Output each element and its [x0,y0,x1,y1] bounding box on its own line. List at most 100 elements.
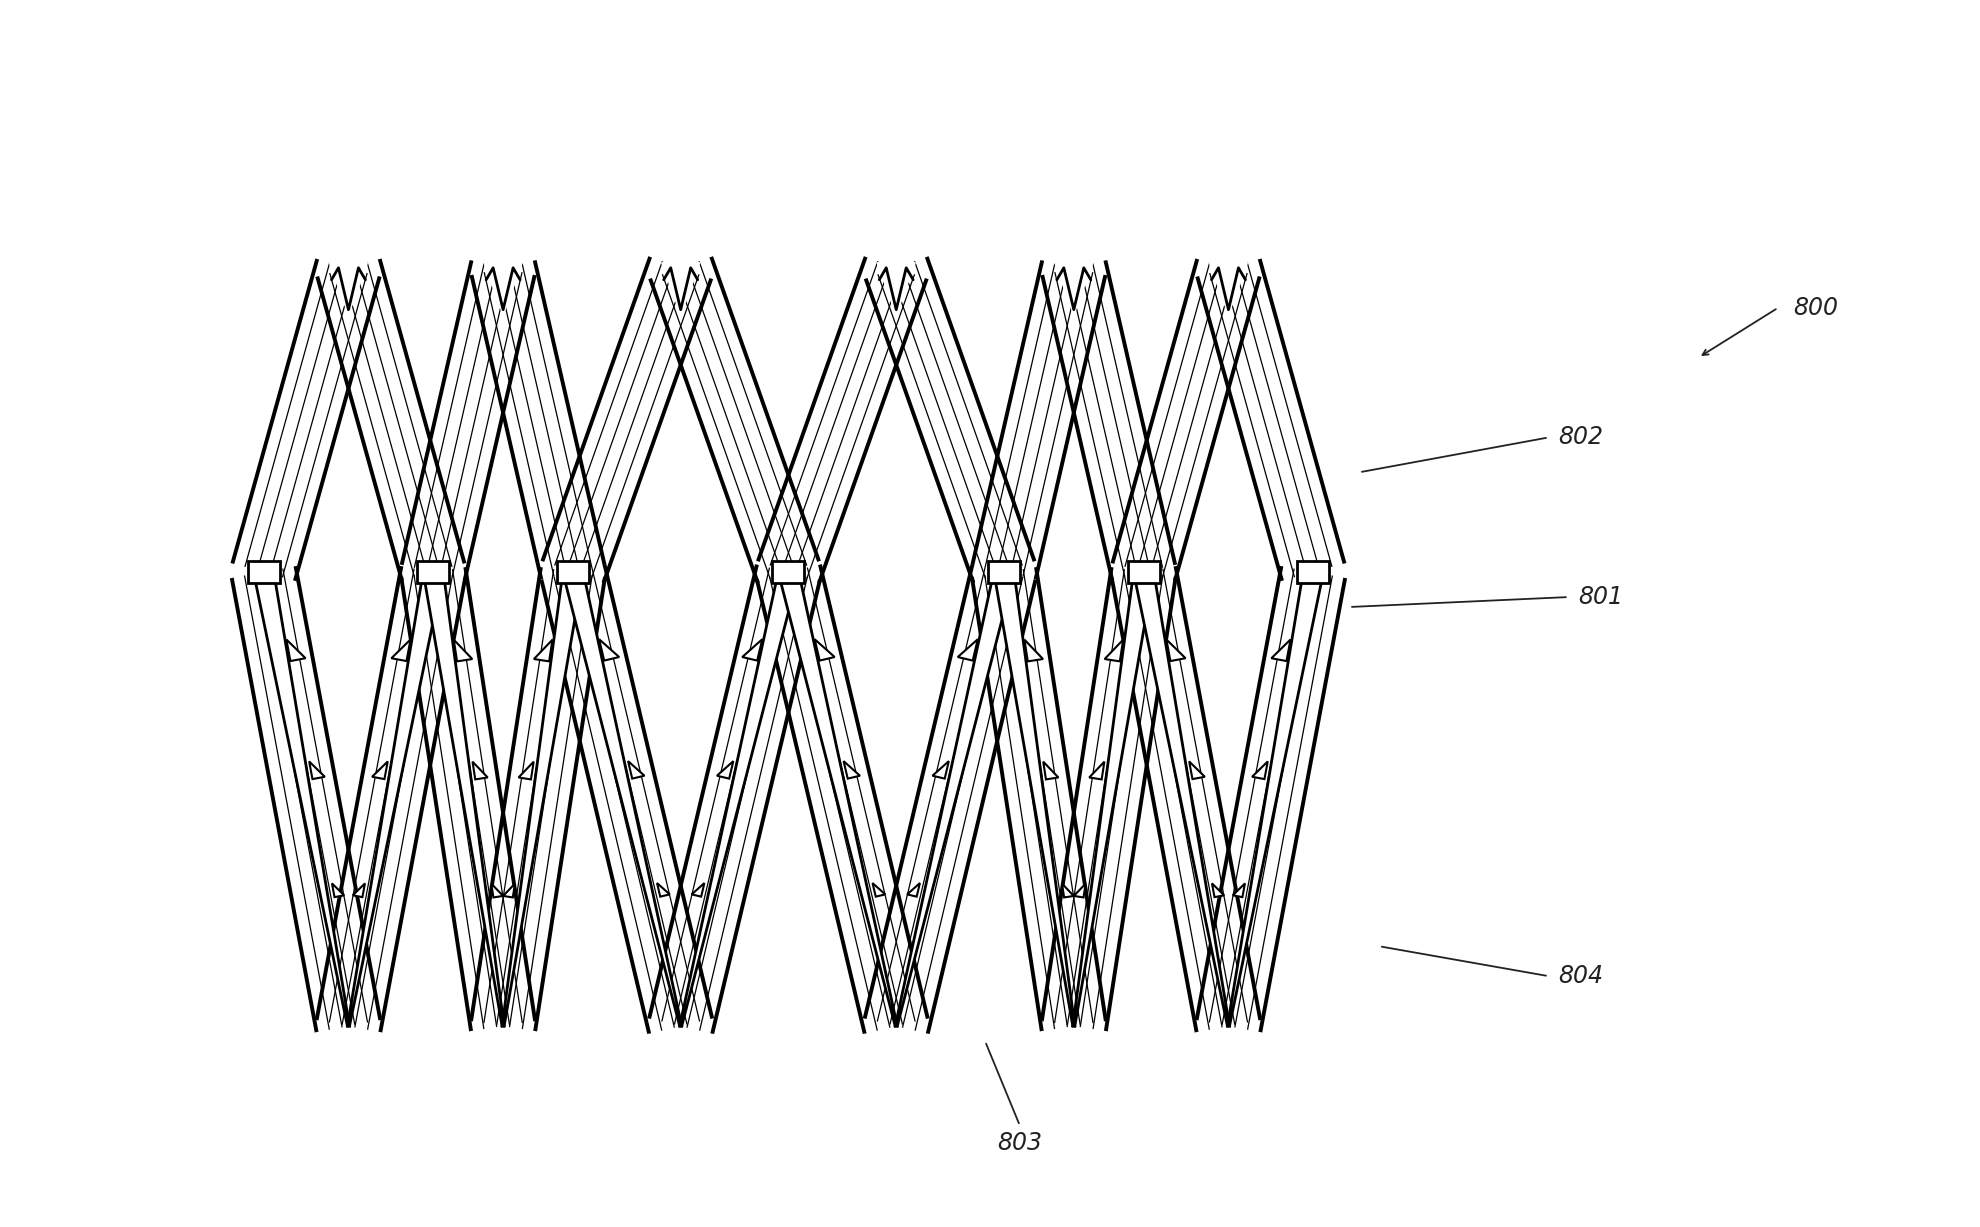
Polygon shape [467,260,608,580]
Polygon shape [1228,571,1323,1026]
Polygon shape [313,258,467,582]
Polygon shape [398,260,539,580]
Text: 804: 804 [1558,964,1604,988]
Polygon shape [752,563,931,1034]
Polygon shape [1024,639,1041,661]
Polygon shape [1105,639,1123,661]
Polygon shape [1251,762,1267,779]
Polygon shape [501,571,582,1026]
Polygon shape [645,255,822,584]
Polygon shape [877,263,915,314]
Text: 803: 803 [996,1131,1041,1155]
Polygon shape [539,255,715,584]
Polygon shape [994,571,1075,1026]
Polygon shape [467,567,608,1032]
Polygon shape [424,571,503,1026]
Polygon shape [645,563,824,1034]
Polygon shape [467,260,608,580]
Polygon shape [228,566,384,1033]
Polygon shape [228,258,384,582]
Polygon shape [598,639,620,660]
Polygon shape [491,883,503,897]
Polygon shape [1188,762,1204,779]
Polygon shape [539,255,715,584]
Polygon shape [519,762,533,779]
Polygon shape [228,258,384,582]
Polygon shape [503,883,515,897]
Polygon shape [398,567,539,1032]
Polygon shape [1043,762,1057,779]
Polygon shape [871,883,885,897]
Polygon shape [333,883,345,897]
Polygon shape [398,260,539,580]
Polygon shape [907,883,919,897]
Polygon shape [537,563,717,1034]
Polygon shape [1107,566,1263,1033]
Polygon shape [645,255,822,584]
Bar [248,561,279,583]
Polygon shape [1192,566,1348,1033]
Polygon shape [1192,258,1348,582]
Polygon shape [814,639,834,660]
Polygon shape [679,569,798,1026]
Polygon shape [657,883,669,897]
Polygon shape [392,639,410,661]
Polygon shape [628,761,644,779]
Polygon shape [1166,639,1184,661]
Polygon shape [309,762,325,779]
Polygon shape [843,761,859,779]
Polygon shape [861,563,1040,1034]
Polygon shape [895,569,1014,1026]
Polygon shape [968,567,1109,1032]
Polygon shape [1192,566,1348,1033]
Bar [556,561,588,583]
Polygon shape [778,569,897,1026]
Polygon shape [372,762,388,779]
Bar [988,561,1020,583]
Polygon shape [1210,263,1247,314]
Polygon shape [1212,883,1224,897]
Polygon shape [453,639,471,661]
Polygon shape [1109,258,1263,582]
Polygon shape [483,263,523,314]
Polygon shape [1038,567,1178,1032]
Polygon shape [968,567,1109,1032]
Polygon shape [313,566,469,1033]
Polygon shape [645,563,824,1034]
Polygon shape [1133,571,1230,1026]
Polygon shape [329,263,366,314]
Polygon shape [754,255,931,584]
Polygon shape [968,260,1109,580]
Text: 800: 800 [1792,296,1837,320]
Polygon shape [1073,571,1152,1026]
Polygon shape [956,639,978,660]
Polygon shape [861,563,1040,1034]
Polygon shape [933,761,948,779]
Bar [418,561,449,583]
Polygon shape [861,255,1038,584]
Polygon shape [691,883,705,897]
Polygon shape [1053,263,1093,314]
Polygon shape [313,566,469,1033]
Polygon shape [1107,566,1263,1033]
Text: 802: 802 [1558,426,1604,449]
Polygon shape [537,563,717,1034]
Polygon shape [752,563,931,1034]
Polygon shape [1232,883,1243,897]
Bar [1297,561,1329,583]
Polygon shape [968,260,1109,580]
Polygon shape [661,263,699,314]
Polygon shape [398,567,539,1032]
Polygon shape [467,567,608,1032]
Polygon shape [473,762,487,779]
Polygon shape [535,639,552,661]
Polygon shape [346,571,444,1026]
Polygon shape [754,255,931,584]
Bar [772,561,804,583]
Polygon shape [717,761,733,779]
Polygon shape [1038,260,1178,580]
Polygon shape [861,255,1038,584]
Polygon shape [562,569,681,1026]
Polygon shape [228,566,384,1033]
Text: 801: 801 [1578,585,1624,609]
